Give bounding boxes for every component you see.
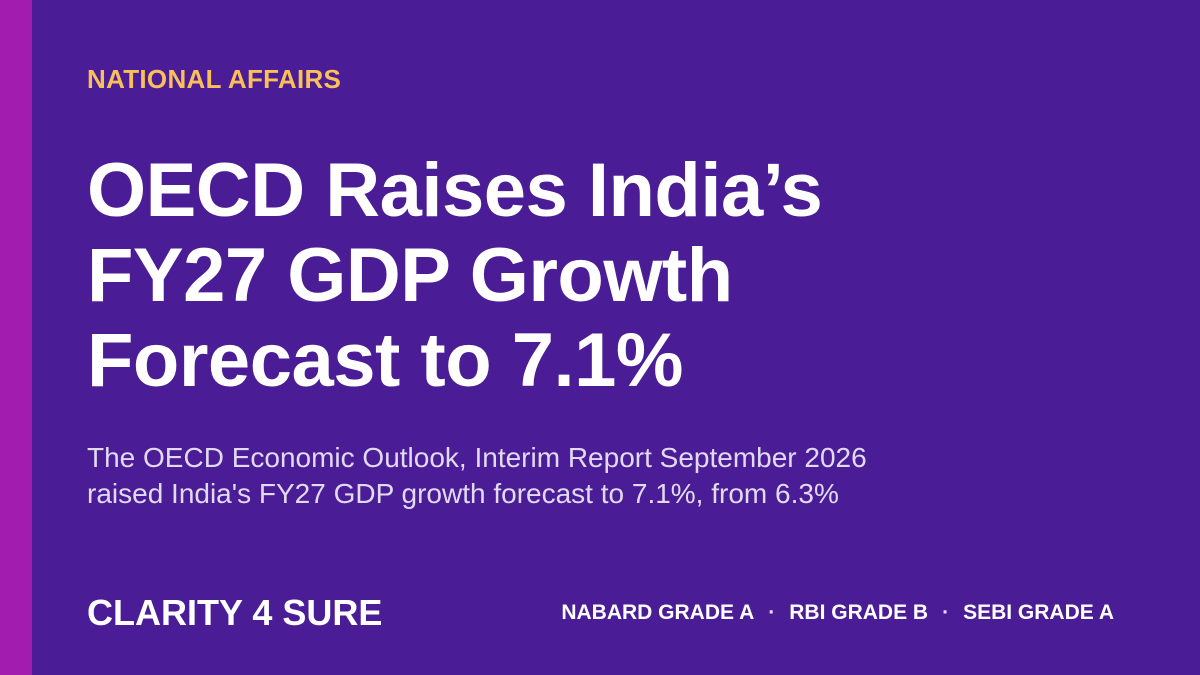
separator-dot: ·: [768, 601, 776, 624]
summary-line: The OECD Economic Outlook, Interim Repor…: [87, 442, 867, 473]
exam-tag-sebi: SEBI GRADE A: [963, 601, 1114, 624]
headline-line: FY27 GDP Growth: [87, 233, 733, 318]
exam-tag-nabard: NABARD GRADE A: [561, 601, 755, 624]
brand-name: CLARITY 4 SURE: [87, 592, 383, 633]
exam-tags: NABARD GRADE A · RBI GRADE B · SEBI GRAD…: [561, 601, 1114, 625]
summary-line: raised India's FY27 GDP growth forecast …: [87, 478, 839, 509]
accent-side-bar: [0, 0, 32, 675]
exam-tag-rbi: RBI GRADE B: [789, 601, 929, 624]
category-label: NATIONAL AFFAIRS: [87, 64, 342, 94]
headline-line: Forecast to 7.1%: [87, 318, 684, 403]
separator-dot: ·: [942, 601, 950, 624]
headline: OECD Raises India’s FY27 GDP Growth Fore…: [87, 148, 1147, 403]
headline-line: OECD Raises India’s: [87, 148, 823, 233]
summary-text: The OECD Economic Outlook, Interim Repor…: [87, 440, 1147, 512]
